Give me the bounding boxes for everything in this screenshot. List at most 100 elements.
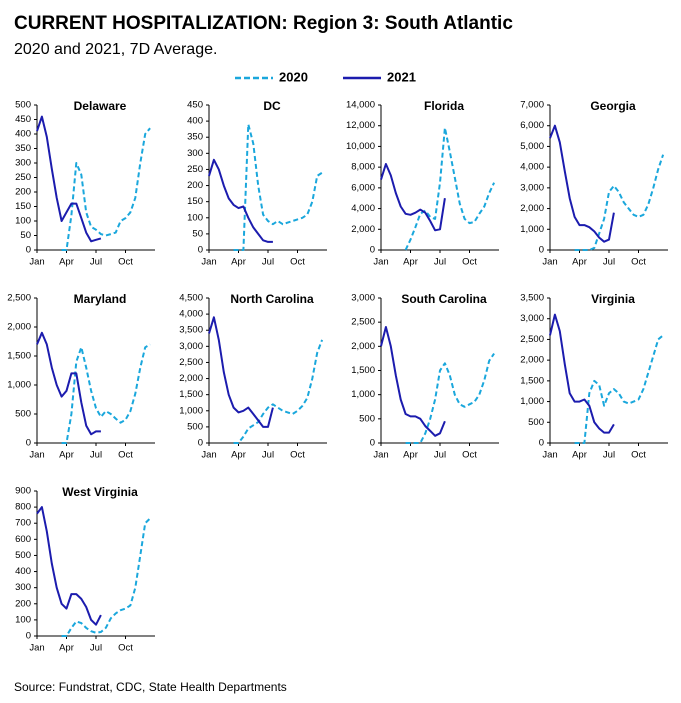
y-tick-label: 800 [15,502,31,513]
x-tick-label: Jul [262,450,274,461]
y-tick-label: 400 [15,566,31,577]
y-tick-label: 2,500 [7,293,31,304]
y-tick-label: 4,000 [179,309,203,320]
y-tick-label: 2,500 [351,317,375,328]
y-tick-label: 150 [15,201,31,212]
series-line [404,126,496,251]
y-tick-label: 0 [26,438,31,449]
series-line [61,343,151,444]
y-tick-label: 7,000 [520,100,544,111]
y-tick-label: 1,000 [179,405,203,416]
series-line [233,339,324,444]
y-tick-label: 1,000 [351,389,375,400]
x-tick-label: Apr [403,257,418,268]
x-tick-label: Jan [201,257,216,268]
series-line [208,316,274,428]
x-tick-label: Apr [59,257,74,268]
y-tick-label: 1,500 [7,351,31,362]
x-tick-label: Oct [290,257,305,268]
x-tick-label: Oct [290,450,305,461]
y-tick-label: 300 [15,582,31,593]
x-tick-label: Jan [29,450,44,461]
y-tick-label: 400 [187,116,203,127]
panel-title: Florida [424,99,464,113]
y-tick-label: 0 [26,631,31,642]
y-tick-label: 3,000 [520,313,544,324]
y-tick-label: 500 [15,550,31,561]
y-tick-label: 300 [15,158,31,169]
y-tick-label: 100 [187,212,203,223]
y-tick-label: 2,000 [520,355,544,366]
y-tick-label: 2,000 [7,322,31,333]
panel-title: South Carolina [401,292,487,306]
y-tick-label: 600 [15,534,31,545]
x-tick-label: Oct [631,257,646,268]
x-tick-label: Oct [118,643,133,654]
y-tick-label: 2,000 [520,203,544,214]
page-title: CURRENT HOSPITALIZATION: Region 3: South… [14,13,513,34]
series-line [574,154,665,251]
source-note: Source: Fundstrat, CDC, State Health Dep… [14,680,287,694]
series-line [61,127,151,251]
x-tick-label: Jan [542,257,557,268]
y-tick-label: 2,500 [520,334,544,345]
y-tick-label: 300 [187,148,203,159]
y-tick-label: 0 [539,438,544,449]
y-tick-label: 6,000 [351,182,375,193]
y-tick-label: 3,000 [351,293,375,304]
panel-title: Virginia [591,292,635,306]
y-tick-label: 900 [15,486,31,497]
x-tick-label: Jan [373,257,388,268]
x-tick-label: Apr [59,643,74,654]
y-tick-label: 6,000 [520,120,544,131]
y-tick-label: 500 [528,417,544,428]
panel-title: Maryland [74,292,127,306]
y-tick-label: 4,000 [351,203,375,214]
x-tick-label: Apr [572,450,587,461]
series-line [36,331,101,436]
y-tick-label: 2,500 [179,357,203,368]
y-tick-label: 3,000 [520,182,544,193]
y-tick-label: 100 [15,216,31,227]
x-tick-label: Jul [603,450,615,461]
series-line [233,123,323,251]
legend-label: 2020 [279,69,308,84]
y-tick-label: 200 [187,180,203,191]
x-tick-label: Oct [462,450,477,461]
y-tick-label: 0 [370,438,375,449]
y-tick-label: 12,000 [346,120,375,131]
y-tick-label: 2,000 [351,341,375,352]
x-tick-label: Apr [231,450,246,461]
series-line [549,313,615,434]
x-tick-label: Jul [90,257,102,268]
series-line [405,353,495,444]
y-tick-label: 100 [15,614,31,625]
x-tick-label: Jan [29,643,44,654]
series-line [61,517,151,637]
y-tick-label: 400 [15,129,31,140]
y-tick-label: 250 [15,172,31,183]
x-tick-label: Oct [462,257,477,268]
x-tick-label: Oct [631,450,646,461]
page-subtitle: 2020 and 2021, 7D Average. [14,41,217,58]
legend-label: 2021 [387,69,416,84]
y-tick-label: 1,000 [7,380,31,391]
y-tick-label: 150 [187,196,203,207]
panel-title: North Carolina [230,292,314,306]
y-tick-label: 2,000 [179,373,203,384]
series-line [36,506,102,626]
y-tick-label: 1,000 [520,224,544,235]
x-tick-label: Jan [29,257,44,268]
y-tick-label: 0 [370,245,375,256]
x-tick-label: Jan [542,450,557,461]
y-tick-label: 500 [187,421,203,432]
x-tick-label: Jul [90,450,102,461]
x-tick-label: Apr [572,257,587,268]
series-line [208,158,273,243]
y-tick-label: 200 [15,187,31,198]
series-line [380,326,446,437]
panel-title: West Virginia [62,485,138,499]
y-tick-label: 1,500 [179,389,203,400]
x-tick-label: Oct [118,450,133,461]
